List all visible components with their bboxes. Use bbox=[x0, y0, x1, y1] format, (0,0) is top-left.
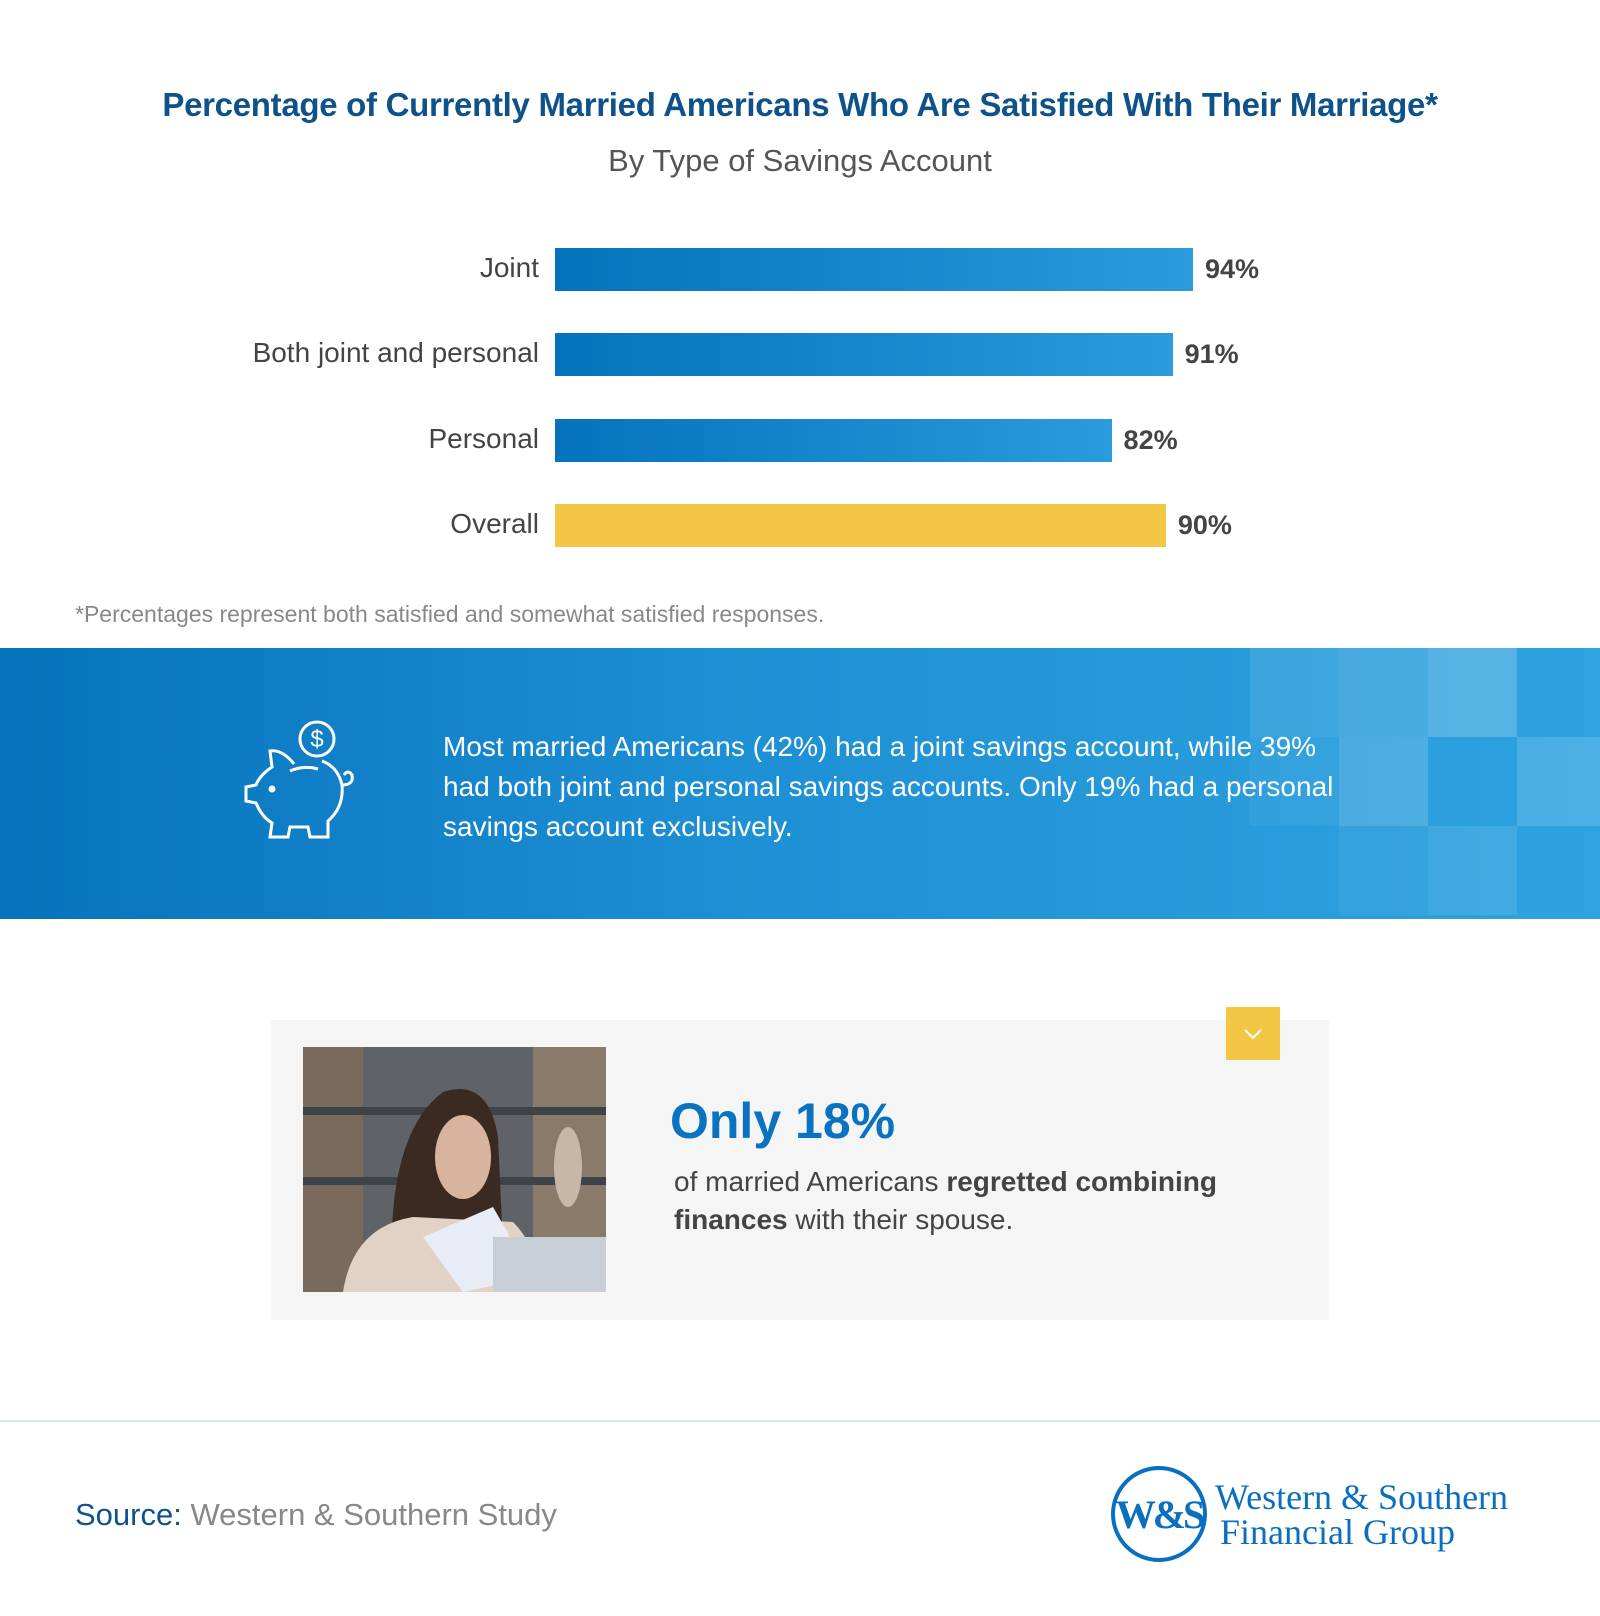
source-label: Source: bbox=[75, 1497, 182, 1532]
bar-joint bbox=[555, 248, 1193, 291]
company-logo: W&S Western & Southern Financial Group bbox=[1110, 1464, 1530, 1564]
bar-both-joint-and-personal bbox=[555, 333, 1173, 377]
value-label: 91% bbox=[1184, 339, 1239, 370]
woman-photo bbox=[303, 1047, 606, 1292]
category-label: Overall bbox=[450, 507, 539, 539]
category-label: Both joint and personal bbox=[252, 337, 539, 369]
chart-title: Percentage of Currently Married American… bbox=[162, 86, 1438, 123]
source: Source: Western & Southern Study bbox=[75, 1497, 557, 1533]
stat-headline: Only 18% bbox=[670, 1093, 896, 1149]
footnote: *Percentages represent both satisfied an… bbox=[75, 601, 825, 627]
logo-mark: W&S bbox=[1116, 1492, 1204, 1537]
logo-line2: Financial Group bbox=[1220, 1512, 1455, 1552]
chart-subtitle: By Type of Savings Account bbox=[608, 143, 992, 178]
logo-line1: Western & Southern bbox=[1215, 1477, 1508, 1517]
text-pre: of married Americans bbox=[674, 1166, 947, 1197]
chevron-down-icon bbox=[1244, 1029, 1262, 1040]
piggy-bank-dollar-icon: $ bbox=[244, 720, 354, 839]
divider bbox=[0, 1420, 1600, 1422]
value-label: 90% bbox=[1177, 509, 1232, 540]
svg-text:$: $ bbox=[310, 726, 323, 753]
source-value: Western & Southern Study bbox=[181, 1497, 557, 1532]
bar-overall bbox=[555, 503, 1166, 547]
text-bold: regretted combining finances bbox=[674, 1166, 1218, 1235]
bar-personal bbox=[555, 418, 1112, 462]
band-text: Most married Americans (42%) had a joint… bbox=[443, 731, 1334, 842]
card-tab[interactable] bbox=[1226, 1007, 1280, 1060]
value-label: 94% bbox=[1205, 254, 1260, 284]
category-label: Joint bbox=[479, 252, 539, 283]
category-label: Personal bbox=[428, 422, 539, 454]
value-label: 82% bbox=[1123, 424, 1178, 455]
stat-text: of married Americans regretted combining… bbox=[674, 1163, 1294, 1239]
info-band: $ Most married Americans (42%) had a joi… bbox=[0, 648, 1600, 919]
text-post: with their spouse. bbox=[787, 1204, 1014, 1235]
